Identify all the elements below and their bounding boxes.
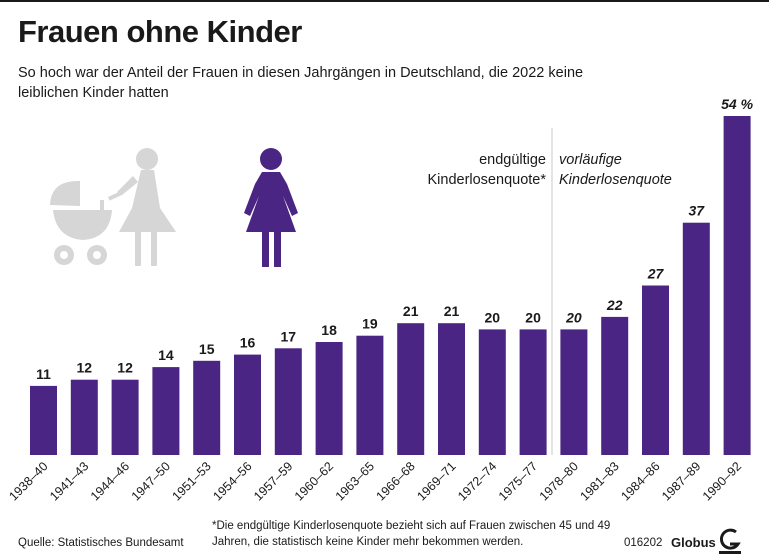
value-label-16: 27 <box>647 266 665 282</box>
bar-6 <box>234 354 261 455</box>
value-label-2: 12 <box>77 360 93 376</box>
bar-10 <box>397 323 425 455</box>
tick-label-8: 1960–62 <box>292 459 336 503</box>
legend-final-label: endgültige Kinderlosenquote* <box>427 152 546 188</box>
bar-9 <box>356 335 384 455</box>
tick-label-12: 1972–74 <box>455 459 499 503</box>
bar-13 <box>519 329 547 455</box>
bar-11 <box>438 323 465 455</box>
brand-name: Globus <box>671 535 716 550</box>
tick-label-3: 1944–46 <box>88 459 132 503</box>
value-label-10: 21 <box>403 303 419 319</box>
bar-2 <box>70 379 98 455</box>
bar-4 <box>152 367 180 455</box>
tick-label-16: 1984–86 <box>618 459 662 503</box>
value-label-8: 18 <box>321 322 337 338</box>
value-label-14: 20 <box>565 309 582 325</box>
chart-subtitle: So hoch war der Anteil der Frauen in die… <box>18 65 584 101</box>
value-label-13: 20 <box>525 309 541 325</box>
value-label-6: 16 <box>240 335 256 351</box>
tick-label-15: 1981–83 <box>578 459 622 503</box>
tick-label-17: 1987–89 <box>659 459 703 503</box>
tick-label-7: 1957–59 <box>251 459 295 503</box>
value-label-18: 54 % <box>721 96 753 112</box>
value-label-15: 22 <box>606 297 623 313</box>
bar-17 <box>682 222 710 455</box>
tick-label-18: 1990–92 <box>700 459 744 503</box>
tick-label-13: 1975–77 <box>496 459 540 503</box>
legend-preliminary-label: vorläufige Kinderlosenquote <box>559 152 672 188</box>
tick-label-11: 1969–71 <box>414 459 458 503</box>
source-note: Quelle: Statistisches Bundesamt <box>18 537 184 549</box>
bar-5 <box>193 360 221 455</box>
globus-logo-icon <box>719 528 741 554</box>
bar-12 <box>478 329 506 455</box>
chart-title: Frauen ohne Kinder <box>18 14 302 49</box>
tick-label-5: 1951–53 <box>170 459 214 503</box>
bar-3 <box>111 379 139 455</box>
value-label-11: 21 <box>444 303 460 319</box>
value-label-1: 11 <box>36 366 51 382</box>
bar-16 <box>642 285 669 455</box>
bar-1 <box>30 385 57 455</box>
mother-with-pram-icon <box>50 148 176 266</box>
value-label-9: 19 <box>362 316 378 332</box>
tick-label-14: 1978–80 <box>537 459 581 503</box>
bar-15 <box>601 316 629 455</box>
value-label-17: 37 <box>689 203 706 219</box>
tick-label-9: 1963–65 <box>333 459 377 503</box>
footnote: *Die endgültige Kinderlosenquote bezieht… <box>212 520 611 548</box>
bar-7 <box>274 348 302 455</box>
tick-label-6: 1954–56 <box>210 459 254 503</box>
bar-8 <box>315 342 343 455</box>
bar-14 <box>560 329 588 455</box>
tick-label-10: 1966–68 <box>374 459 418 503</box>
value-label-4: 14 <box>158 347 174 363</box>
value-label-3: 12 <box>117 360 133 376</box>
graphic-code: 016202 <box>624 537 663 549</box>
value-label-5: 15 <box>199 341 215 357</box>
value-label-12: 20 <box>485 309 501 325</box>
top-rule <box>0 0 769 2</box>
tick-label-1: 1938–40 <box>6 459 50 503</box>
tick-label-4: 1947–50 <box>129 459 173 503</box>
tick-label-2: 1941–43 <box>47 459 91 503</box>
bar-18 <box>723 116 751 455</box>
value-label-7: 17 <box>281 328 297 344</box>
woman-icon <box>244 148 298 267</box>
